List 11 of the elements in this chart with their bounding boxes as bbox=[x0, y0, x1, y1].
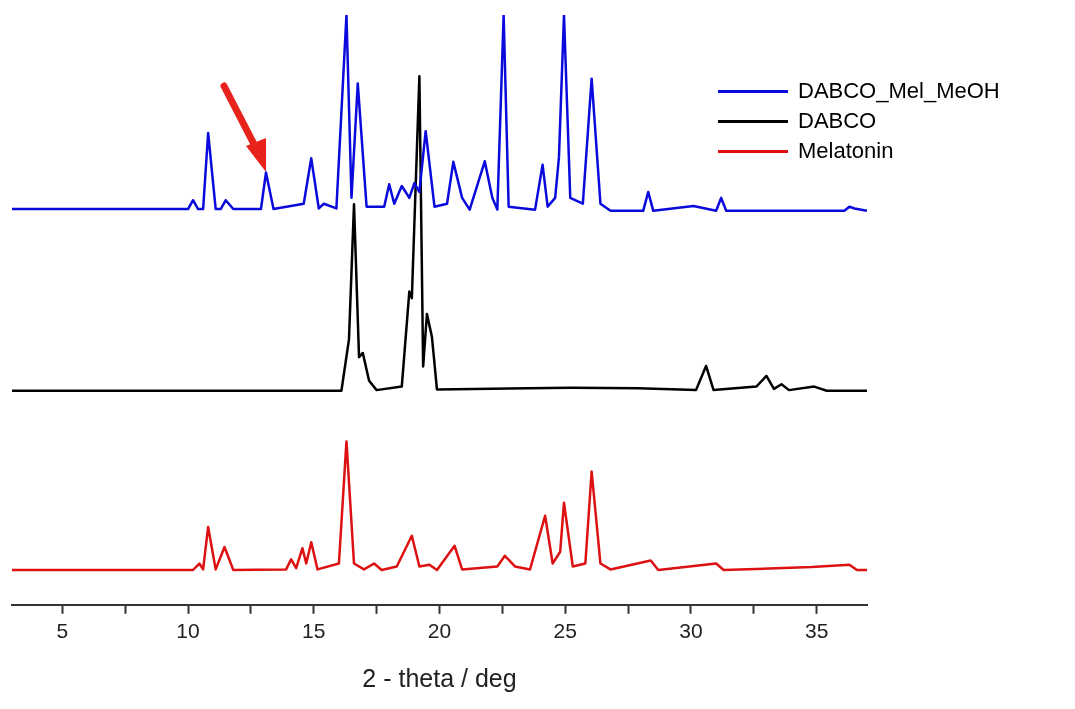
legend-label: Melatonin bbox=[798, 137, 894, 165]
x-axis-title: 2 - theta / deg bbox=[362, 663, 517, 692]
x-tick-label: 25 bbox=[553, 619, 577, 643]
x-tick-label: 5 bbox=[56, 619, 69, 643]
x-tick-label: 10 bbox=[176, 619, 200, 643]
x-tick-label: 30 bbox=[679, 619, 703, 643]
x-tick-label: 20 bbox=[427, 619, 452, 643]
legend-label: DABCO bbox=[798, 107, 877, 135]
x-tick-label: 35 bbox=[805, 619, 829, 643]
x-tick-label: 15 bbox=[302, 619, 326, 643]
legend-label: DABCO_Mel_MeOH bbox=[798, 77, 1000, 105]
